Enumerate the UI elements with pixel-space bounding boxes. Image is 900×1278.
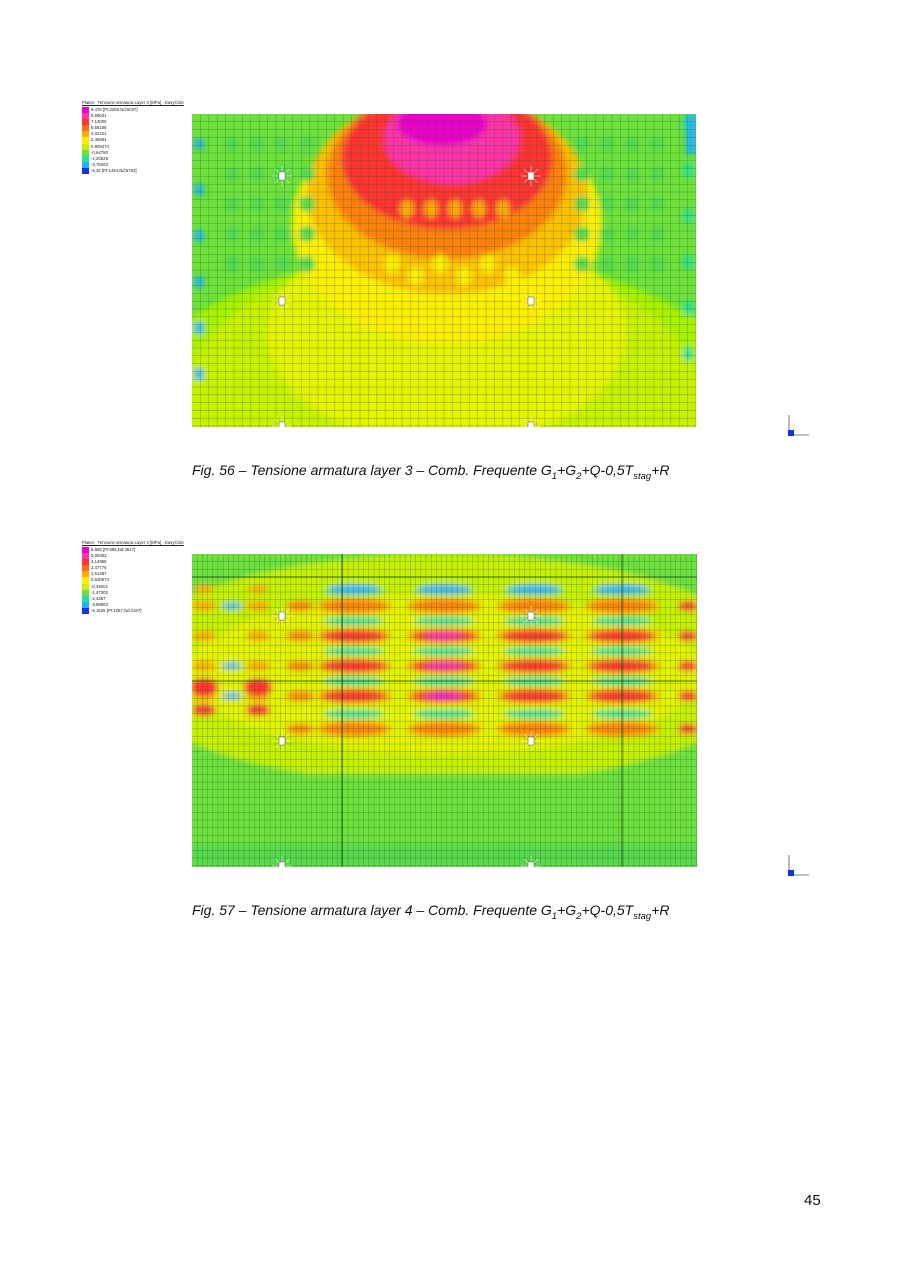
legend-value: 5,58158 <box>91 125 107 131</box>
axis-triad-icon <box>785 413 811 444</box>
legend-value: -3,76263 <box>91 161 108 167</box>
legend-values: 5,885 [Pt:886,Nd:3517] 5,00353 4,14966 2,47… <box>91 547 141 614</box>
legend-swatches <box>82 107 89 175</box>
legend-value: 4,02421 <box>91 131 107 137</box>
support-node <box>521 856 541 867</box>
support-node <box>272 416 292 427</box>
legend-value: -1,47302 <box>91 589 108 595</box>
legend-swatch <box>82 553 89 560</box>
legend-swatch <box>82 565 89 572</box>
support-node <box>272 731 292 751</box>
legend-swatch <box>82 131 89 138</box>
legend-value: -0,64790 <box>91 149 108 155</box>
legend-swatch <box>82 571 89 578</box>
figure-caption-56: Fig. 56 – Tensione armatura layer 3 – Co… <box>192 462 670 482</box>
legend-value: -3,89863 <box>91 601 108 607</box>
stress-contour-plot-layer4 <box>192 554 697 867</box>
legend-swatch <box>82 577 89 584</box>
legend-fig56: Plates - Tensione armatura Layer 3 [MPa]… <box>82 100 192 196</box>
support-node <box>521 606 541 626</box>
legend-value: -2,20526 <box>91 155 108 161</box>
legend-swatch <box>82 119 89 126</box>
legend-value: 8,69031 <box>91 113 107 119</box>
legend-value: 5,885 [Pt:886,Nd:3517] <box>91 547 136 552</box>
legend-swatch <box>82 167 89 175</box>
legend-swatch <box>82 161 89 168</box>
support-node <box>272 166 292 186</box>
legend-fig57: Plates - Tensione armatura Layer 4 [MPa]… <box>82 540 192 636</box>
legend-swatch <box>82 583 89 590</box>
legend-swatch <box>82 601 89 608</box>
legend-swatch <box>82 149 89 156</box>
legend-value: -0,35001 <box>91 583 108 589</box>
support-node <box>272 291 292 311</box>
legend-swatch <box>82 589 89 596</box>
legend-value: 5,00353 <box>91 553 107 559</box>
legend-value: -5,32 [Pt:1454,Nd:5753] <box>91 167 137 173</box>
legend-value: -2,4367 <box>91 595 106 601</box>
support-node <box>272 606 292 626</box>
page-number: 45 <box>804 1192 821 1209</box>
legend-value: 2,47776 <box>91 565 107 571</box>
legend-swatch <box>82 143 89 150</box>
support-node <box>521 166 541 186</box>
legend-value: 9,476 [Pt:3258,Nd:6037] <box>91 107 138 112</box>
support-node <box>272 856 292 867</box>
legend-swatch <box>82 113 89 120</box>
stress-contour-plot-layer3 <box>192 114 696 427</box>
legend-value: -5,1625 [Pt:1057,Nd:4187] <box>91 607 142 613</box>
support-node <box>521 731 541 751</box>
legend-value: 0,909474 <box>91 143 109 149</box>
support-node <box>521 291 541 311</box>
legend-title: Plates - Tensione armatura Layer 4 [MPa]… <box>82 540 184 545</box>
axis-triad-icon <box>785 853 811 884</box>
legend-value: 2,46684 <box>91 137 107 143</box>
legend-swatch <box>82 595 89 602</box>
legend-swatch <box>82 125 89 132</box>
legend-value: 4,14966 <box>91 559 107 565</box>
legend-swatch <box>82 155 89 162</box>
legend-swatch <box>82 137 89 144</box>
legend-title: Plates - Tensione armatura Layer 3 [MPa]… <box>82 100 184 105</box>
legend-swatch <box>82 559 89 566</box>
legend-swatch <box>82 607 89 615</box>
legend-swatch <box>82 547 89 554</box>
legend-value: 0,630974 <box>91 577 109 583</box>
figure-caption-57: Fig. 57 – Tensione armatura layer 4 – Co… <box>192 902 670 922</box>
legend-values: 9,476 [Pt:3258,Nd:6037] 8,69031 7,13005 5,5… <box>91 107 138 174</box>
legend-swatch <box>82 107 89 114</box>
legend-value: 7,13005 <box>91 119 107 125</box>
legend-value: 1,61487 <box>91 571 107 577</box>
legend-swatches <box>82 547 89 615</box>
support-node <box>521 416 541 427</box>
